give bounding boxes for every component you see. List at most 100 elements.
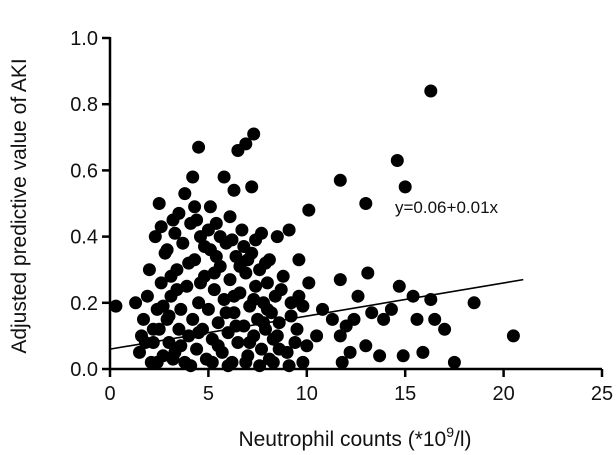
regression-line [109, 278, 524, 350]
data-point [207, 283, 221, 297]
data-point [180, 279, 194, 293]
data-point [192, 296, 206, 310]
x-axis-label: Neutrophil counts (*109/l) [238, 424, 471, 451]
y-tick-label: 0.2 [70, 293, 98, 315]
data-point [178, 187, 192, 201]
data-point [506, 329, 520, 343]
data-point [300, 339, 314, 353]
data-point [209, 250, 223, 263]
data-point [172, 206, 186, 220]
data-point [192, 326, 206, 340]
data-point [229, 319, 243, 333]
data-point [198, 240, 211, 253]
x-ticks: 0 5 10 15 20 25 [104, 369, 613, 405]
x-tick-label: 10 [296, 383, 318, 405]
x-tick-label: 25 [591, 383, 613, 405]
data-point [201, 223, 215, 237]
data-point [292, 253, 306, 267]
data-point [241, 253, 255, 267]
data-point [260, 302, 274, 316]
data-point [170, 283, 184, 297]
data-point [288, 336, 302, 349]
data-point [416, 345, 430, 359]
data-point [217, 293, 231, 306]
y-axis-label: Adjusted predictive value of AKI [8, 58, 31, 353]
data-point [247, 127, 261, 141]
data-point [162, 309, 176, 323]
data-point [428, 312, 442, 326]
data-point [280, 345, 294, 359]
data-point [229, 250, 243, 263]
data-point [266, 355, 280, 369]
data-point [225, 233, 239, 247]
data-points [109, 84, 520, 373]
y-ticks: 0.0 0.2 0.4 0.6 0.8 1.0 [70, 28, 110, 381]
data-point [249, 279, 263, 293]
data-point [247, 293, 261, 306]
data-point [176, 236, 190, 250]
data-point [249, 233, 263, 247]
y-tick-label: 0.0 [70, 359, 98, 381]
data-point [164, 269, 178, 283]
data-point [154, 220, 168, 234]
data-point [174, 339, 188, 353]
data-point [296, 299, 310, 313]
data-point [260, 276, 274, 290]
y-tick-label: 0.8 [70, 94, 98, 116]
data-point [447, 355, 461, 369]
x-tick-label: 15 [394, 383, 416, 405]
data-point [282, 223, 296, 237]
data-point [262, 253, 276, 267]
data-point [148, 230, 162, 244]
data-point [392, 279, 406, 293]
y-tick-label: 0.6 [70, 160, 98, 182]
data-point [211, 316, 225, 330]
data-point [325, 312, 339, 326]
data-point [333, 273, 347, 287]
data-point [188, 200, 202, 214]
data-point [398, 180, 412, 194]
data-point [243, 336, 257, 349]
data-point [467, 296, 481, 310]
data-point [146, 322, 160, 336]
data-point [276, 269, 290, 283]
data-point [237, 240, 251, 253]
data-point [253, 263, 267, 277]
data-point [424, 84, 438, 98]
data-point [292, 289, 306, 303]
data-point [361, 266, 375, 280]
data-point [239, 355, 253, 369]
data-point [290, 322, 304, 336]
data-point [396, 349, 410, 363]
data-point [142, 263, 156, 277]
data-point [245, 180, 259, 194]
data-point [438, 322, 452, 336]
data-point [192, 140, 206, 154]
x-tick-label: 20 [492, 383, 514, 405]
data-point [223, 210, 237, 224]
data-point [410, 312, 424, 326]
data-point [150, 355, 164, 369]
y-tick-label: 1.0 [70, 28, 98, 50]
data-point [227, 183, 241, 197]
data-point [109, 299, 123, 313]
data-point [154, 276, 168, 290]
data-point [152, 197, 166, 210]
data-point [182, 256, 196, 270]
data-point [365, 306, 379, 320]
data-point [140, 289, 154, 303]
data-point [351, 289, 365, 303]
data-point [373, 349, 387, 363]
data-point [339, 319, 353, 333]
data-point [272, 316, 286, 330]
data-point [359, 339, 373, 353]
x-tick-label: 5 [203, 383, 214, 405]
y-tick-label: 0.4 [70, 227, 98, 249]
data-point [129, 296, 143, 310]
data-point [270, 329, 284, 343]
data-point [166, 352, 180, 366]
data-point [343, 345, 357, 359]
data-point [270, 230, 284, 244]
data-point [359, 197, 373, 210]
x-tick-label: 0 [104, 383, 115, 405]
